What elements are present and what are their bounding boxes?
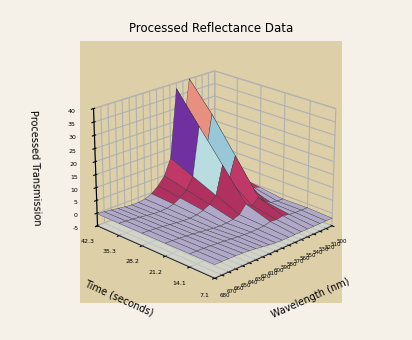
X-axis label: Wavelength (nm): Wavelength (nm)	[270, 276, 351, 320]
Title: Processed Reflectance Data: Processed Reflectance Data	[129, 22, 293, 35]
Y-axis label: Time (seconds): Time (seconds)	[83, 278, 155, 318]
